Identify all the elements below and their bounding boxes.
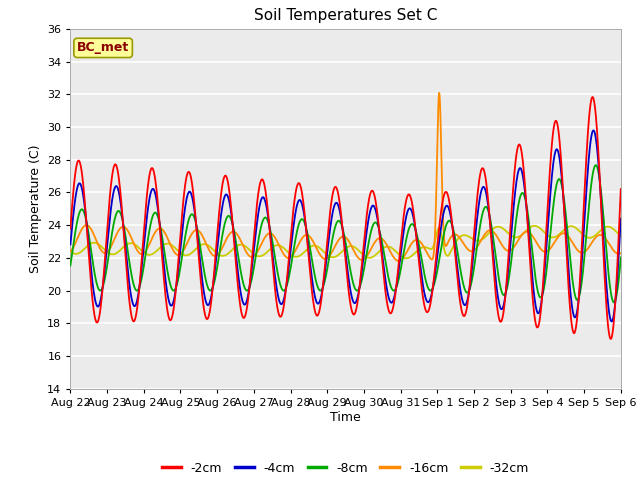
-16cm: [435, 90, 443, 96]
-8cm: [592, 162, 600, 168]
Title: Soil Temperatures Set C: Soil Temperatures Set C: [254, 9, 437, 24]
-16cm: [189, 229, 196, 235]
-2cm: [607, 336, 614, 342]
-16cm: [504, 248, 511, 253]
-32cm: [617, 233, 625, 239]
-2cm: [67, 226, 74, 232]
-16cm: [431, 224, 439, 229]
-32cm: [175, 249, 183, 255]
-8cm: [431, 279, 439, 285]
X-axis label: Time: Time: [330, 410, 361, 424]
-8cm: [250, 262, 258, 268]
-32cm: [67, 249, 74, 254]
Legend: -2cm, -4cm, -8cm, -16cm, -32cm: -2cm, -4cm, -8cm, -16cm, -32cm: [157, 457, 534, 480]
-4cm: [67, 241, 74, 247]
Line: -4cm: -4cm: [70, 131, 621, 322]
-4cm: [175, 255, 183, 261]
-2cm: [250, 228, 258, 234]
-4cm: [552, 149, 559, 155]
-8cm: [503, 286, 511, 292]
-16cm: [67, 248, 74, 254]
-4cm: [617, 216, 625, 222]
-2cm: [431, 266, 439, 272]
-32cm: [504, 229, 511, 235]
-32cm: [431, 237, 439, 243]
Line: -16cm: -16cm: [70, 93, 621, 261]
-16cm: [617, 250, 625, 256]
-2cm: [189, 186, 196, 192]
-32cm: [403, 255, 410, 261]
-16cm: [395, 258, 403, 264]
-2cm: [617, 186, 625, 192]
-4cm: [431, 272, 439, 277]
-8cm: [610, 300, 618, 305]
-8cm: [67, 263, 74, 268]
-2cm: [175, 244, 183, 250]
-2cm: [503, 276, 511, 282]
-16cm: [552, 237, 560, 242]
-4cm: [503, 281, 511, 287]
Text: BC_met: BC_met: [77, 41, 129, 54]
-16cm: [175, 252, 183, 258]
-2cm: [589, 94, 596, 100]
-32cm: [250, 252, 258, 257]
-32cm: [531, 223, 538, 229]
-4cm: [589, 128, 597, 133]
-32cm: [552, 234, 560, 240]
-16cm: [250, 253, 258, 259]
-32cm: [189, 249, 196, 255]
Y-axis label: Soil Temperature (C): Soil Temperature (C): [29, 144, 42, 273]
-8cm: [175, 270, 183, 276]
Line: -2cm: -2cm: [70, 97, 621, 339]
-8cm: [617, 254, 625, 260]
-2cm: [552, 118, 559, 124]
Line: -32cm: -32cm: [70, 226, 621, 258]
Line: -8cm: -8cm: [70, 165, 621, 302]
-4cm: [189, 197, 196, 203]
-4cm: [250, 242, 258, 248]
-4cm: [608, 319, 616, 324]
-8cm: [189, 212, 196, 217]
-8cm: [552, 188, 559, 193]
